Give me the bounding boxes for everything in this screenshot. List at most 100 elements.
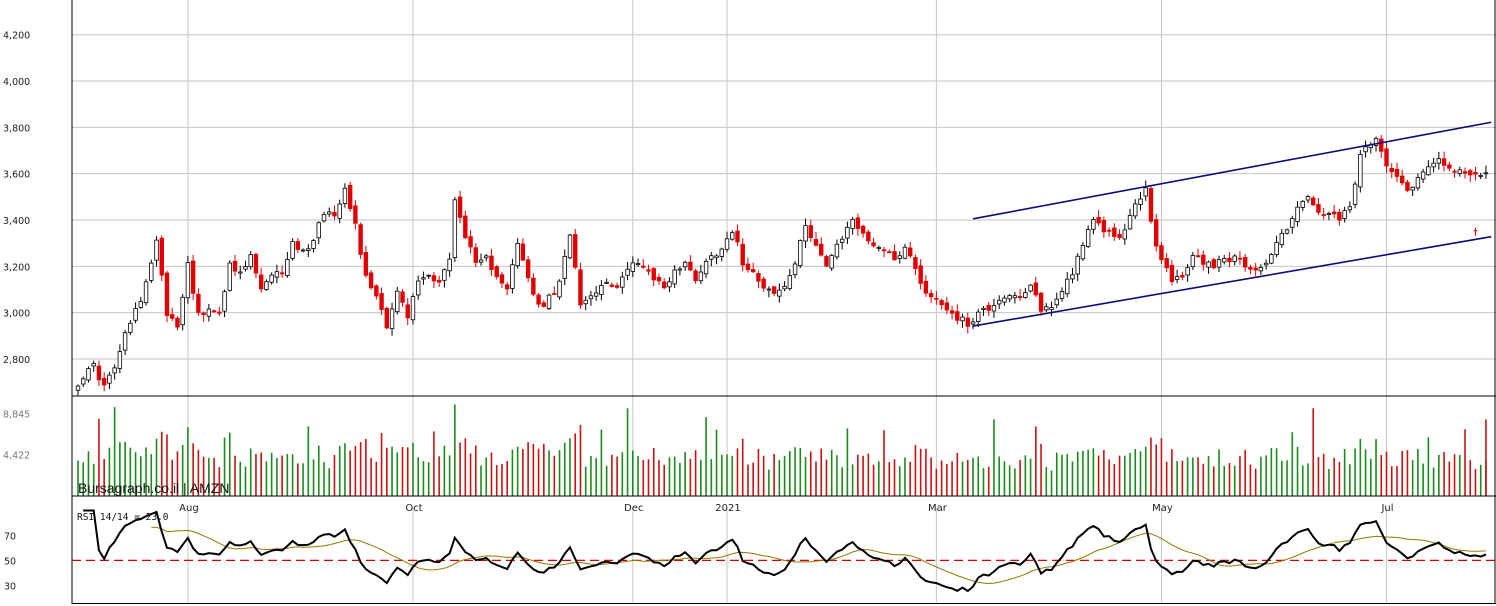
candle-body xyxy=(201,312,206,316)
candle xyxy=(253,252,259,279)
candle-body xyxy=(646,269,651,272)
candle-body xyxy=(787,275,793,289)
candle-body xyxy=(976,311,981,323)
candle xyxy=(567,233,573,260)
candle-body xyxy=(1180,274,1185,278)
candle-body xyxy=(662,281,667,289)
candle xyxy=(264,279,269,291)
candle-body xyxy=(81,378,86,385)
candle-body xyxy=(196,293,201,313)
candle xyxy=(1085,225,1091,249)
candle-body xyxy=(300,249,306,252)
candle xyxy=(122,330,128,356)
candle xyxy=(133,302,138,324)
candle xyxy=(1363,140,1368,158)
candle-body xyxy=(552,293,557,295)
candle xyxy=(583,296,588,311)
candle-body xyxy=(1248,267,1253,270)
candle-body xyxy=(416,280,421,296)
candle xyxy=(1337,208,1342,226)
candle-body xyxy=(510,264,515,289)
candle-body xyxy=(1117,234,1122,239)
candle-body xyxy=(258,274,264,290)
candle xyxy=(457,190,463,224)
candle xyxy=(1379,134,1384,158)
x-tick-label: Aug xyxy=(179,503,199,514)
candle xyxy=(960,313,965,328)
candle-body xyxy=(845,226,850,239)
candle-body xyxy=(996,299,1002,305)
candle xyxy=(332,205,337,221)
candle-body xyxy=(222,291,227,312)
candle xyxy=(499,271,505,288)
candle xyxy=(1033,276,1039,298)
candle-body xyxy=(332,211,337,217)
price-tick-label: 4,000 xyxy=(3,77,30,88)
candle-body xyxy=(1216,259,1222,268)
candle xyxy=(295,238,301,254)
candle-body xyxy=(944,302,950,311)
candle xyxy=(531,273,536,297)
candle xyxy=(1462,167,1468,179)
price-tick-label: 3,600 xyxy=(3,170,30,181)
candle xyxy=(75,384,81,396)
candle-body xyxy=(494,266,499,278)
candle xyxy=(756,270,761,289)
candle-body xyxy=(970,321,976,325)
candle xyxy=(1400,169,1405,186)
candle xyxy=(358,222,363,259)
candle xyxy=(510,258,515,294)
candle-body xyxy=(771,286,777,294)
candle xyxy=(682,260,688,271)
candle-body xyxy=(206,308,212,317)
candle-body xyxy=(667,281,672,288)
candle xyxy=(81,376,86,388)
candle-body xyxy=(1085,229,1091,248)
candle-body xyxy=(1405,181,1410,191)
candle-body xyxy=(1426,166,1431,176)
candle-body xyxy=(965,317,970,327)
candle xyxy=(798,239,803,268)
candle xyxy=(410,293,416,325)
x-tick-label: Oct xyxy=(405,503,422,514)
candle xyxy=(745,257,751,273)
candle xyxy=(1174,269,1180,284)
candle xyxy=(1169,260,1175,286)
candle xyxy=(154,236,159,267)
candle xyxy=(552,286,557,296)
candle-body xyxy=(1080,245,1086,260)
candle-body xyxy=(620,276,625,288)
candle-body xyxy=(337,203,342,219)
candle-body xyxy=(1101,219,1107,233)
candle xyxy=(693,268,698,284)
candle xyxy=(1316,197,1321,216)
candle xyxy=(923,275,929,297)
candle xyxy=(311,239,316,253)
candle xyxy=(248,250,253,270)
candle xyxy=(1206,260,1211,274)
candle-body xyxy=(185,262,191,299)
rsi-line xyxy=(83,509,1487,593)
candle-body xyxy=(248,254,253,268)
candle xyxy=(321,211,327,223)
candle-body xyxy=(1305,196,1311,201)
candle-body xyxy=(285,259,290,277)
candle-body xyxy=(677,268,683,271)
price-tick-label: 3,200 xyxy=(3,262,30,273)
candle-body xyxy=(1222,258,1227,263)
candle-body xyxy=(1384,148,1389,167)
candle-body xyxy=(1012,295,1018,299)
candle xyxy=(1305,194,1311,204)
candle xyxy=(170,307,175,322)
candle xyxy=(384,306,390,330)
candle-body xyxy=(1211,259,1216,269)
candle-body xyxy=(484,255,489,259)
candle-body xyxy=(400,291,405,303)
candle xyxy=(185,255,191,304)
candle-body xyxy=(374,285,379,297)
grid xyxy=(72,0,1496,604)
candle xyxy=(353,200,358,230)
candle-body xyxy=(923,280,929,294)
candle-body xyxy=(363,252,369,276)
candle xyxy=(955,304,960,325)
